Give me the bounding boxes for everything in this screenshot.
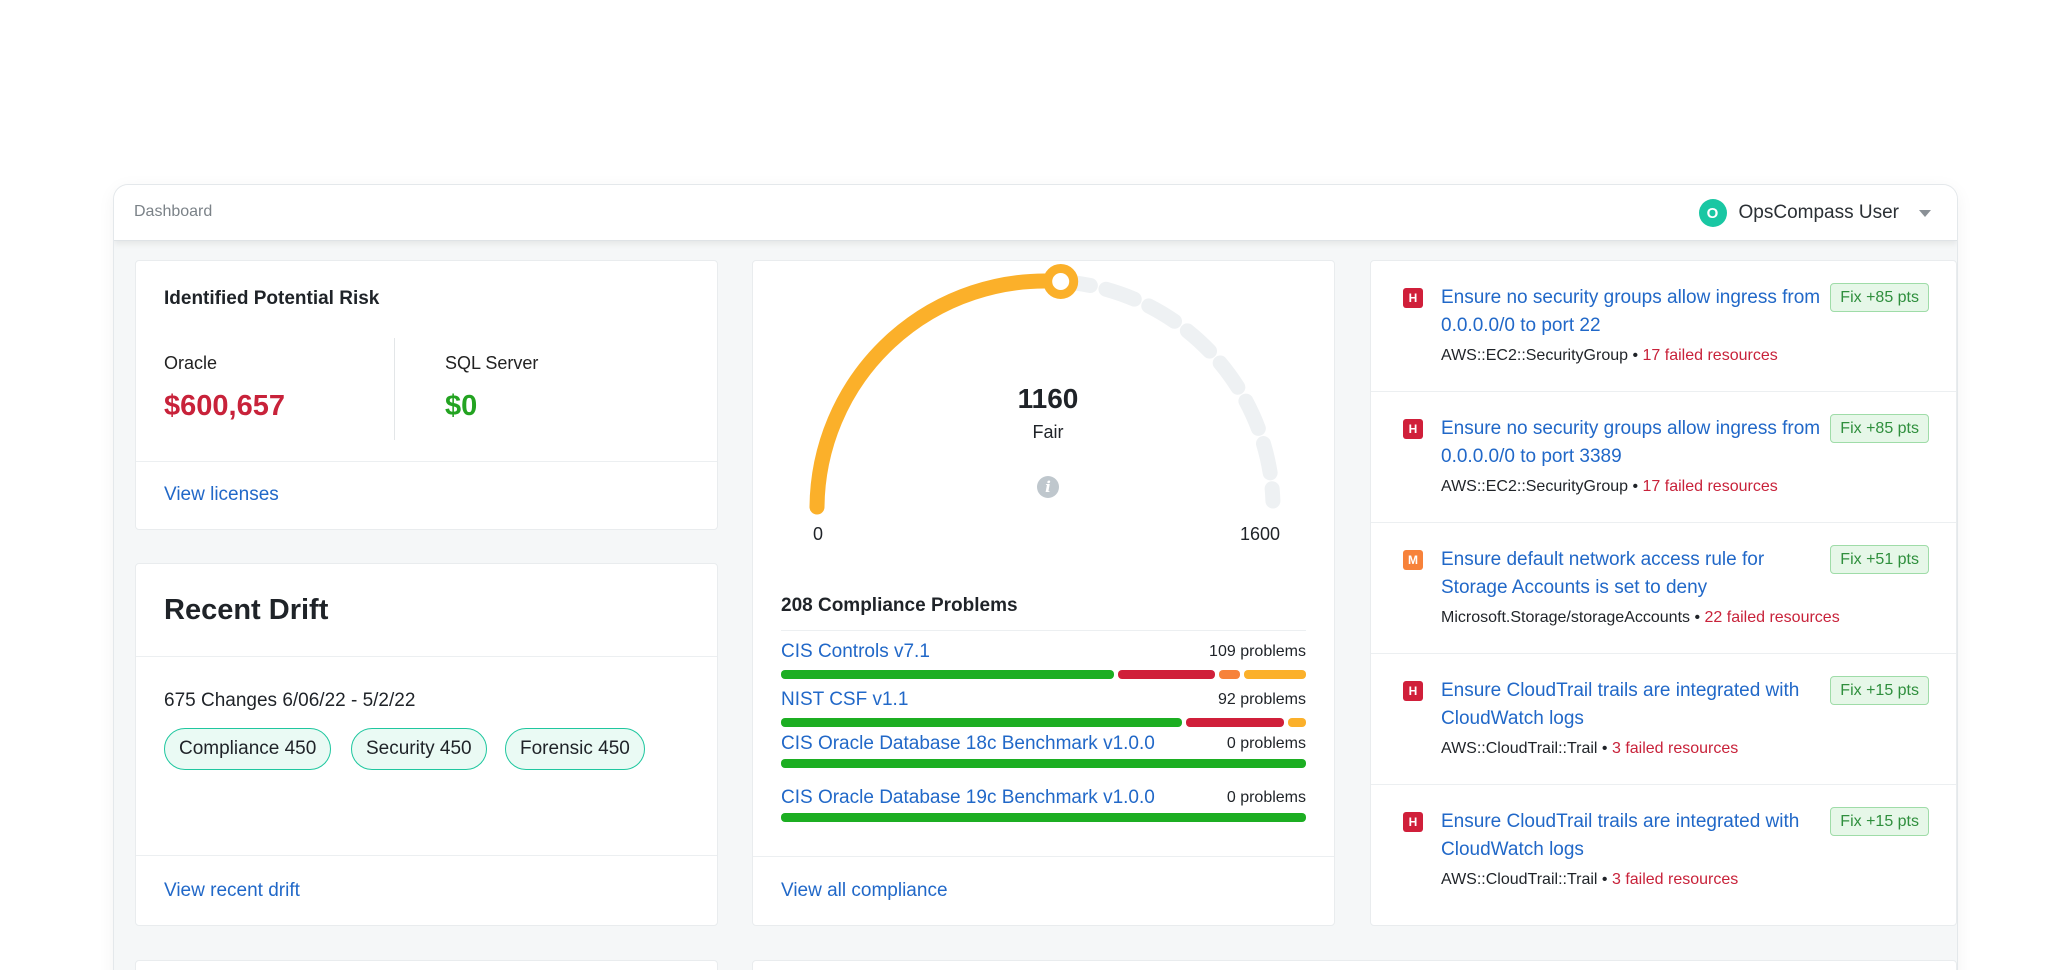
resource-type: AWS::CloudTrail::Trail xyxy=(1441,871,1598,888)
gauge-knob[interactable] xyxy=(1043,264,1079,299)
view-recent-drift-link[interactable]: View recent drift xyxy=(164,880,300,901)
gauge-min-label: 0 xyxy=(813,524,824,544)
top-bar: Dashboard O OpsCompass User xyxy=(114,185,1957,241)
view-all-compliance-link[interactable]: View all compliance xyxy=(781,880,948,901)
gauge-max-label: 1600 xyxy=(1240,524,1281,544)
forensic-chip[interactable]: Forensic 450 xyxy=(505,728,645,770)
recommendation-item: H Ensure no security groups allow ingress… xyxy=(1371,392,1956,523)
fix-points-button[interactable]: Fix +15 pts xyxy=(1830,676,1929,705)
severity-badge: H xyxy=(1403,288,1423,308)
framework-problem-count: 109 problems xyxy=(1209,643,1306,660)
failed-resources-count[interactable]: 22 failed resources xyxy=(1704,609,1840,626)
divider xyxy=(781,630,1306,631)
severity-badge: M xyxy=(1403,550,1423,570)
drift-summary: 675 Changes 6/06/22 - 5/2/22 xyxy=(164,690,416,711)
framework-link[interactable]: NIST CSF v1.1 xyxy=(781,689,909,710)
framework-status-bar-segment xyxy=(1186,718,1284,727)
recommendation-title-link[interactable]: Ensure no security groups allow ingress … xyxy=(1441,287,1821,336)
failed-resources-count[interactable]: 17 failed resources xyxy=(1642,478,1778,495)
chevron-down-icon[interactable] xyxy=(1919,209,1931,217)
framework-status-bar-segment xyxy=(1288,718,1306,727)
separator-dot: • xyxy=(1597,740,1612,757)
info-icon[interactable]: i xyxy=(1037,476,1059,498)
compliance-chip[interactable]: Compliance 450 xyxy=(164,728,332,770)
divider xyxy=(136,656,717,657)
recommendation-title-link[interactable]: Ensure default network access rule for S… xyxy=(1441,549,1765,598)
separator-dot: • xyxy=(1690,609,1705,626)
framework-status-bar-segment xyxy=(781,759,1306,768)
divider xyxy=(753,856,1334,857)
recommendation-title-link[interactable]: Ensure CloudTrail trails are integrated … xyxy=(1441,680,1800,729)
recommendation-item: H Ensure no security groups allow ingress… xyxy=(1371,261,1956,392)
resource-type: AWS::EC2::SecurityGroup xyxy=(1441,478,1629,495)
resource-type: Microsoft.Storage/storageAccounts xyxy=(1441,609,1691,626)
recommendation-meta: Microsoft.Storage/storageAccounts • 22 f… xyxy=(1441,609,1840,627)
framework-link[interactable]: CIS Oracle Database 19c Benchmark v1.0.0 xyxy=(781,787,1155,808)
framework-link[interactable]: CIS Controls v7.1 xyxy=(781,641,930,662)
framework-problem-count: 0 problems xyxy=(1226,735,1306,752)
separator-dot: • xyxy=(1628,347,1643,364)
framework-status-bar-segment xyxy=(781,670,1114,679)
avatar: O xyxy=(1698,199,1727,227)
fix-points-button[interactable]: Fix +85 pts xyxy=(1830,414,1929,443)
security-chip[interactable]: Security 450 xyxy=(351,728,487,770)
recommendation-meta: AWS::EC2::SecurityGroup • 17 failed reso… xyxy=(1441,347,1778,365)
fix-points-button[interactable]: Fix +51 pts xyxy=(1830,545,1929,574)
framework-link[interactable]: CIS Oracle Database 18c Benchmark v1.0.0 xyxy=(781,733,1155,754)
severity-badge: H xyxy=(1403,812,1423,832)
recommendation-title-link[interactable]: Ensure no security groups allow ingress … xyxy=(1441,418,1821,467)
compliance-problems-title: 208 Compliance Problems xyxy=(781,595,1018,616)
resource-type: AWS::CloudTrail::Trail xyxy=(1441,740,1598,757)
drift-title: Recent Drift xyxy=(164,594,329,626)
framework-status-bar-segment xyxy=(1219,670,1240,679)
divider xyxy=(136,855,717,856)
compliance-card: 1160 Fair i 0 1600 208 Compliance Proble… xyxy=(752,260,1335,926)
oracle-risk-value: $600,657 xyxy=(164,390,285,422)
lower-left-card xyxy=(135,960,718,970)
view-licenses-link[interactable]: View licenses xyxy=(164,484,279,505)
recommendation-meta: AWS::CloudTrail::Trail • 3 failed resour… xyxy=(1441,740,1738,758)
framework-problem-count: 92 problems xyxy=(1217,691,1306,708)
recommendation-title-link[interactable]: Ensure CloudTrail trails are integrated … xyxy=(1441,811,1800,860)
framework-problem-count: 0 problems xyxy=(1226,789,1306,806)
recommendation-item: H Ensure CloudTrail trails are integrated… xyxy=(1371,654,1956,785)
separator-dot: • xyxy=(1628,478,1643,495)
gauge-track xyxy=(1053,274,1281,509)
recommendation-item: M Ensure default network access rule for … xyxy=(1371,523,1956,654)
failed-resources-count[interactable]: 17 failed resources xyxy=(1642,347,1778,364)
fix-points-button[interactable]: Fix +15 pts xyxy=(1830,807,1929,836)
framework-status-bar-segment xyxy=(781,718,1182,727)
breadcrumb[interactable]: Dashboard xyxy=(134,203,213,220)
sql-server-risk-value: $0 xyxy=(445,390,478,422)
recommendations-card: H Ensure no security groups allow ingress… xyxy=(1370,260,1957,926)
framework-status-bar-segment xyxy=(781,813,1306,822)
risk-card: Identified Potential Risk Oracle $600,65… xyxy=(135,260,718,530)
framework-status-bar-segment xyxy=(1118,670,1215,679)
lower-right-card xyxy=(752,960,1957,970)
recommendation-item: H Ensure CloudTrail trails are integrated… xyxy=(1371,785,1956,916)
user-menu[interactable]: O OpsCompass User xyxy=(1698,199,1931,227)
compliance-rating: Fair xyxy=(1032,422,1064,442)
divider xyxy=(136,461,717,462)
failed-resources-count[interactable]: 3 failed resources xyxy=(1611,871,1739,888)
recommendation-meta: AWS::EC2::SecurityGroup • 17 failed reso… xyxy=(1441,478,1778,496)
sql-server-label: SQL Server xyxy=(445,353,539,373)
recent-drift-card: Recent Drift 675 Changes 6/06/22 - 5/2/2… xyxy=(135,563,718,926)
resource-type: AWS::EC2::SecurityGroup xyxy=(1441,347,1629,364)
failed-resources-count[interactable]: 3 failed resources xyxy=(1611,740,1739,757)
user-name: OpsCompass User xyxy=(1738,202,1900,223)
compliance-gauge xyxy=(809,264,1281,515)
risk-divider xyxy=(394,338,395,440)
framework-status-bar-segment xyxy=(1244,670,1306,679)
risk-title: Identified Potential Risk xyxy=(164,288,380,309)
gauge-fill xyxy=(809,273,1069,515)
separator-dot: • xyxy=(1597,871,1612,888)
fix-points-button[interactable]: Fix +85 pts xyxy=(1830,283,1929,312)
compliance-score: 1160 xyxy=(1017,383,1079,414)
recommendation-meta: AWS::CloudTrail::Trail • 3 failed resour… xyxy=(1441,871,1738,889)
severity-badge: H xyxy=(1403,681,1423,701)
severity-badge: H xyxy=(1403,419,1423,439)
oracle-label: Oracle xyxy=(164,353,218,373)
